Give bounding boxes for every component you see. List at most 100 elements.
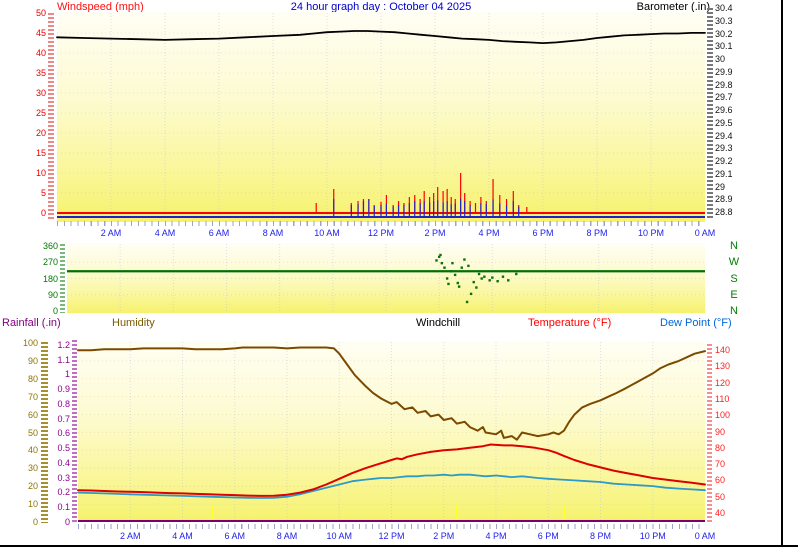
bottom-time-label: 6 AM <box>224 531 245 541</box>
rainfall-tick-label: 0.6 <box>57 428 70 439</box>
bottom-frame-border <box>0 545 798 547</box>
windspeed-tick-label: 10 <box>35 168 46 178</box>
temperature-tick-label: 50 <box>715 491 726 502</box>
barometer-tick-label: 28.9 <box>715 194 733 205</box>
humidity-tick-label: 40 <box>27 445 38 456</box>
bottom-time-label: 8 PM <box>589 531 611 541</box>
barometer-tick-label: 29.6 <box>715 105 733 115</box>
humidity-tick-strip <box>41 342 48 523</box>
rainfall-tick-label: 0.1 <box>57 502 70 513</box>
compass-letter: N <box>730 240 738 252</box>
windchill-series-title: Windchill <box>416 317 461 329</box>
rainfall-tick-label: 1 <box>64 369 70 380</box>
bottom-time-tick-strip <box>78 524 705 529</box>
humidity-tick-label: 30 <box>27 463 38 474</box>
top-time-label: 6 PM <box>532 228 554 238</box>
rainfall-tick-label: 0.3 <box>57 472 70 483</box>
barometer-tick-label: 29.1 <box>715 168 733 179</box>
top-time-label: 0 AM <box>694 228 716 238</box>
bottom-time-label: 8 AM <box>276 531 298 541</box>
windspeed-tick-label: 40 <box>35 48 46 58</box>
barometer-tick-label: 30.2 <box>715 28 733 39</box>
bottom-time-label: 2 AM <box>119 531 141 541</box>
bottom-time-label: 4 AM <box>172 531 193 541</box>
top-time-label: 6 AM <box>208 228 230 238</box>
humidity-tick-label: 50 <box>27 427 38 438</box>
graph-title: 24 hour graph day : October 04 2025 <box>290 1 472 13</box>
direction-tick-label: 270 <box>42 257 58 268</box>
rainfall-tick-label: 1.2 <box>57 339 70 350</box>
temperature-tick-label: 140 <box>715 345 731 355</box>
barometer-tick-label: 29.2 <box>715 156 733 166</box>
windspeed-tick-label: 20 <box>35 128 46 138</box>
barometer-tick-label: 29.3 <box>715 143 733 154</box>
temperature-series-title: Temperature (°F) <box>528 317 612 329</box>
temperature-tick-label: 60 <box>715 475 726 486</box>
barometer-tick-label: 29.9 <box>715 66 733 77</box>
windspeed-tick-label: 45 <box>35 28 46 38</box>
windspeed-tick-label: 50 <box>35 8 46 18</box>
humidity-tick-label: 100 <box>22 338 38 348</box>
barometer-tick-label: 30.4 <box>715 3 733 13</box>
bottom-time-label: 0 AM <box>694 531 716 541</box>
bottom-time-label: 12 PM <box>378 531 405 541</box>
bottom-time-label: 6 PM <box>537 531 559 541</box>
humidity-tick-label: 80 <box>27 373 38 384</box>
windspeed-tick-label: 35 <box>35 68 46 78</box>
temperature-tick-label: 120 <box>715 377 731 388</box>
bottom-time-label: 10 AM <box>326 531 352 541</box>
top-time-label: 2 AM <box>100 228 122 238</box>
windspeed-tick-label: 25 <box>35 108 46 118</box>
compass-letter: S <box>730 272 738 285</box>
temperature-tick-label: 90 <box>715 426 726 437</box>
top-time-label: 4 PM <box>478 228 500 238</box>
rainfall-tick-strip <box>72 340 77 523</box>
top-time-label: 12 PM <box>367 228 394 238</box>
rainfall-tick-label: 0.5 <box>57 443 70 454</box>
windspeed-tick-label: 5 <box>40 188 46 198</box>
top-time-label: 2 PM <box>424 228 446 238</box>
barometer-tick-label: 30.3 <box>715 15 733 26</box>
direction-tick-label: 360 <box>42 241 58 251</box>
barometer-tick-label: 28.8 <box>715 207 733 217</box>
humidity-temperature-plot <box>78 341 705 522</box>
barometer-tick-label: 29 <box>715 181 726 192</box>
rainfall-tick-label: 0.7 <box>57 413 70 424</box>
barometer-tick-label: 29.7 <box>715 92 733 103</box>
top-time-label: 10 PM <box>637 228 664 238</box>
compass-letter: N <box>730 305 738 317</box>
temperature-tick-label: 40 <box>715 508 726 518</box>
windspeed-tick-label: 0 <box>40 208 46 218</box>
direction-tick-label: 180 <box>42 273 58 284</box>
windspeed-tick-label: 30 <box>35 88 46 98</box>
barometer-tick-label: 29.5 <box>715 117 733 128</box>
temperature-tick-label: 130 <box>715 361 731 372</box>
temperature-tick-label: 100 <box>715 410 731 421</box>
humidity-tick-label: 70 <box>27 391 38 402</box>
barometer-tick-label: 30.1 <box>715 41 733 52</box>
humidity-tick-label: 0 <box>32 517 38 527</box>
barometer-tick-label: 30 <box>715 54 726 64</box>
barometer-tick-strip <box>707 8 713 219</box>
humidity-tick-label: 10 <box>27 499 38 510</box>
direction-tick-label: 90 <box>47 289 58 300</box>
rainfall-tick-label: 0.8 <box>57 398 70 409</box>
temperature-tick-strip <box>707 344 712 523</box>
humidity-tick-label: 60 <box>27 409 38 420</box>
humidity-tick-label: 20 <box>27 481 38 492</box>
compass-letter: E <box>730 288 738 301</box>
top-time-label: 8 AM <box>262 228 284 238</box>
windspeed-tick-strip <box>48 13 54 219</box>
humidity-series-title: Humidity <box>112 317 155 329</box>
humidity-tick-label: 90 <box>27 355 38 366</box>
top-time-tick-strip <box>57 221 705 226</box>
windspeed-axis-title: Windspeed (mph) <box>57 1 144 13</box>
rainfall-tick-label: 0.9 <box>57 384 70 395</box>
barometer-axis-title: Barometer (.in) <box>636 1 710 13</box>
barometer-tick-label: 29.4 <box>715 130 733 141</box>
rainfall-tick-label: 0 <box>64 517 70 527</box>
direction-tick-label: 0 <box>52 306 58 316</box>
rainfall-tick-label: 1.1 <box>57 354 70 365</box>
